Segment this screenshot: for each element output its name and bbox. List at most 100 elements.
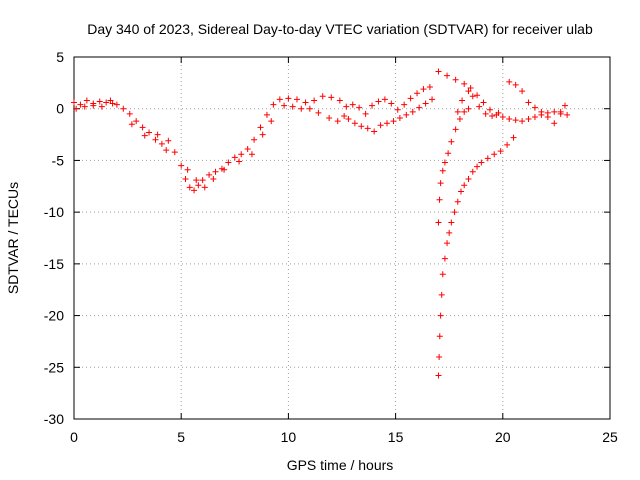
data-point bbox=[351, 120, 358, 127]
x-tick-label: 20 bbox=[495, 429, 511, 445]
data-point bbox=[469, 93, 476, 100]
data-point bbox=[519, 118, 526, 125]
data-point bbox=[356, 104, 363, 111]
data-point bbox=[326, 115, 333, 122]
data-point bbox=[538, 108, 545, 115]
x-tick-labels: 0 5 10 15 20 25 bbox=[70, 429, 618, 445]
data-point bbox=[506, 116, 513, 123]
data-point bbox=[489, 112, 496, 119]
data-point bbox=[409, 108, 416, 115]
data-point bbox=[437, 312, 444, 319]
data-point bbox=[531, 104, 538, 111]
axis-ticks bbox=[73, 56, 611, 420]
data-point bbox=[263, 111, 270, 118]
data-point bbox=[454, 198, 461, 205]
data-point bbox=[451, 209, 458, 216]
chart-title: Day 340 of 2023, Sidereal Day-to-day VTE… bbox=[87, 21, 593, 37]
data-point bbox=[436, 353, 443, 360]
data-point bbox=[293, 96, 300, 103]
data-point bbox=[436, 333, 443, 340]
data-point bbox=[186, 184, 193, 191]
data-point bbox=[158, 140, 165, 147]
data-point bbox=[467, 85, 474, 92]
data-point bbox=[438, 291, 445, 298]
data-point bbox=[133, 118, 140, 125]
data-point bbox=[414, 90, 421, 97]
data-point bbox=[465, 176, 472, 183]
data-point bbox=[445, 150, 452, 157]
data-point bbox=[358, 123, 365, 130]
data-point bbox=[171, 149, 178, 156]
data-point bbox=[182, 176, 189, 183]
data-point bbox=[210, 176, 217, 183]
data-point bbox=[199, 177, 206, 184]
data-point bbox=[120, 105, 127, 112]
data-point bbox=[394, 106, 401, 113]
data-point bbox=[551, 120, 558, 127]
data-point bbox=[426, 83, 433, 90]
data-point bbox=[510, 134, 517, 141]
data-point bbox=[276, 96, 283, 103]
data-point bbox=[384, 120, 391, 127]
data-point bbox=[364, 125, 371, 132]
y-tick-label: -5 bbox=[52, 152, 65, 168]
data-point bbox=[270, 101, 277, 108]
data-point bbox=[456, 116, 463, 123]
data-point bbox=[341, 112, 348, 119]
data-point bbox=[476, 103, 483, 110]
data-point bbox=[257, 124, 264, 131]
data-point bbox=[201, 184, 208, 191]
data-point bbox=[90, 102, 97, 109]
data-point bbox=[441, 255, 448, 262]
x-tick-label: 25 bbox=[602, 429, 618, 445]
data-point bbox=[407, 95, 414, 102]
data-point bbox=[381, 96, 388, 103]
y-tick-labels: 5 0 -5 -10 -15 -20 -25 -30 bbox=[44, 49, 64, 427]
data-point bbox=[98, 103, 105, 110]
y-tick-label: 5 bbox=[56, 49, 64, 65]
data-points bbox=[71, 68, 571, 379]
data-point bbox=[221, 166, 228, 173]
data-point bbox=[461, 80, 468, 87]
data-point bbox=[311, 97, 318, 104]
data-point bbox=[564, 111, 571, 118]
data-point bbox=[454, 108, 461, 115]
data-point bbox=[452, 76, 459, 83]
data-point bbox=[429, 96, 436, 103]
data-point bbox=[452, 126, 459, 133]
data-point bbox=[343, 103, 350, 110]
data-point bbox=[285, 95, 292, 102]
data-point bbox=[377, 122, 384, 129]
data-point bbox=[71, 99, 77, 106]
data-point bbox=[439, 271, 446, 278]
data-point bbox=[107, 97, 114, 104]
data-point bbox=[422, 100, 429, 107]
data-point bbox=[336, 97, 343, 104]
data-point bbox=[206, 171, 213, 178]
data-point bbox=[248, 151, 255, 158]
data-point bbox=[482, 110, 489, 117]
data-point bbox=[439, 167, 446, 174]
data-point bbox=[435, 219, 442, 226]
data-point bbox=[369, 102, 376, 109]
plot-frame bbox=[73, 56, 611, 420]
data-point bbox=[302, 99, 309, 106]
data-point bbox=[480, 99, 487, 106]
data-point bbox=[319, 93, 326, 100]
grid-lines bbox=[74, 57, 610, 419]
data-point bbox=[251, 136, 258, 143]
data-point bbox=[109, 100, 116, 107]
data-point bbox=[268, 118, 275, 125]
data-point bbox=[212, 168, 219, 175]
y-tick-label: -20 bbox=[44, 308, 64, 324]
data-point bbox=[519, 88, 526, 95]
data-point bbox=[154, 131, 161, 138]
y-tick-label: -25 bbox=[44, 359, 64, 375]
data-point bbox=[139, 124, 146, 131]
data-point bbox=[465, 105, 472, 112]
data-point bbox=[474, 92, 481, 99]
data-point bbox=[457, 188, 464, 195]
data-point bbox=[448, 219, 455, 226]
data-point bbox=[435, 68, 442, 75]
